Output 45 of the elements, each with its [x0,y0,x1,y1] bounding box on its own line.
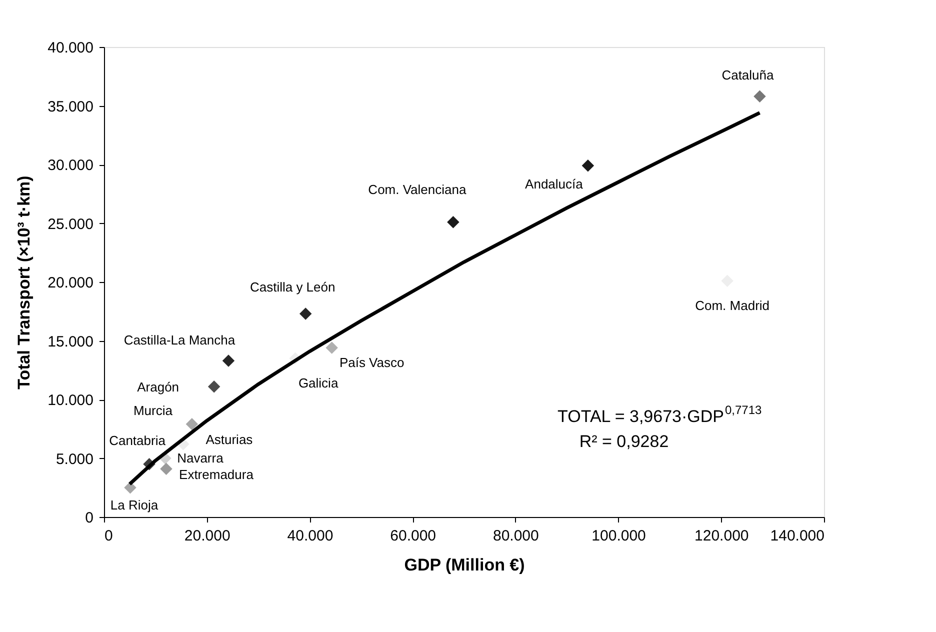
y-tick-label: 20.000 [48,274,94,292]
point [299,308,312,320]
annotation: Galicia [298,375,339,390]
annotation: Murcia [133,403,174,418]
point [326,342,338,354]
x-tick-label: 120.000 [694,528,749,544]
annotation: Castilla y León [250,280,336,295]
annotation: Com. Valenciana [368,182,467,198]
point [160,462,172,475]
y-tick-label: 15.000 [48,333,94,350]
y-axis-title: Total Transport (×10³ t·km) [14,176,34,390]
point [222,354,235,367]
y-tick-label: 0 [85,510,94,526]
point [447,216,460,228]
annotation: Cataluña [722,67,774,82]
point [186,418,198,430]
annotation: Com. Madrid [695,298,770,313]
x-tick-label: 40.000 [287,528,334,544]
y-tick-label: 5.000 [56,450,94,468]
annotation: Aragón [137,380,180,395]
x-tick-label: 100.000 [592,528,646,544]
annotation: Navarra [177,450,224,466]
annotation: Extremadura [179,466,254,482]
y-tick-label: 10.000 [48,392,94,409]
point [124,482,136,494]
x-axis-title: GDP (Million €) [404,556,525,574]
annotation: Andalucía [525,176,584,192]
x-tick-label: 60.000 [390,528,436,544]
x-tick-label: 20.000 [184,528,230,544]
point [582,160,594,172]
annotation: Asturias [206,432,254,448]
point [208,380,220,393]
point [754,90,766,102]
x-tick-label: 140.000 [770,528,824,544]
annotation: País Vasco [339,354,404,370]
y-tick-label: 30.000 [48,157,94,174]
annotation: Cantabria [109,433,166,448]
y-tick-label: 25.000 [48,216,94,233]
annotation: R² = 0,9282 [579,432,669,451]
x-tick-label: 0 [104,528,113,544]
y-tick-label: 35.000 [48,98,94,116]
y-tick-label: 40.000 [48,40,94,56]
x-tick-label: 80.000 [492,528,539,544]
annotation: La Rioja [110,498,159,513]
annotation: Castilla-La Mancha [124,332,236,348]
